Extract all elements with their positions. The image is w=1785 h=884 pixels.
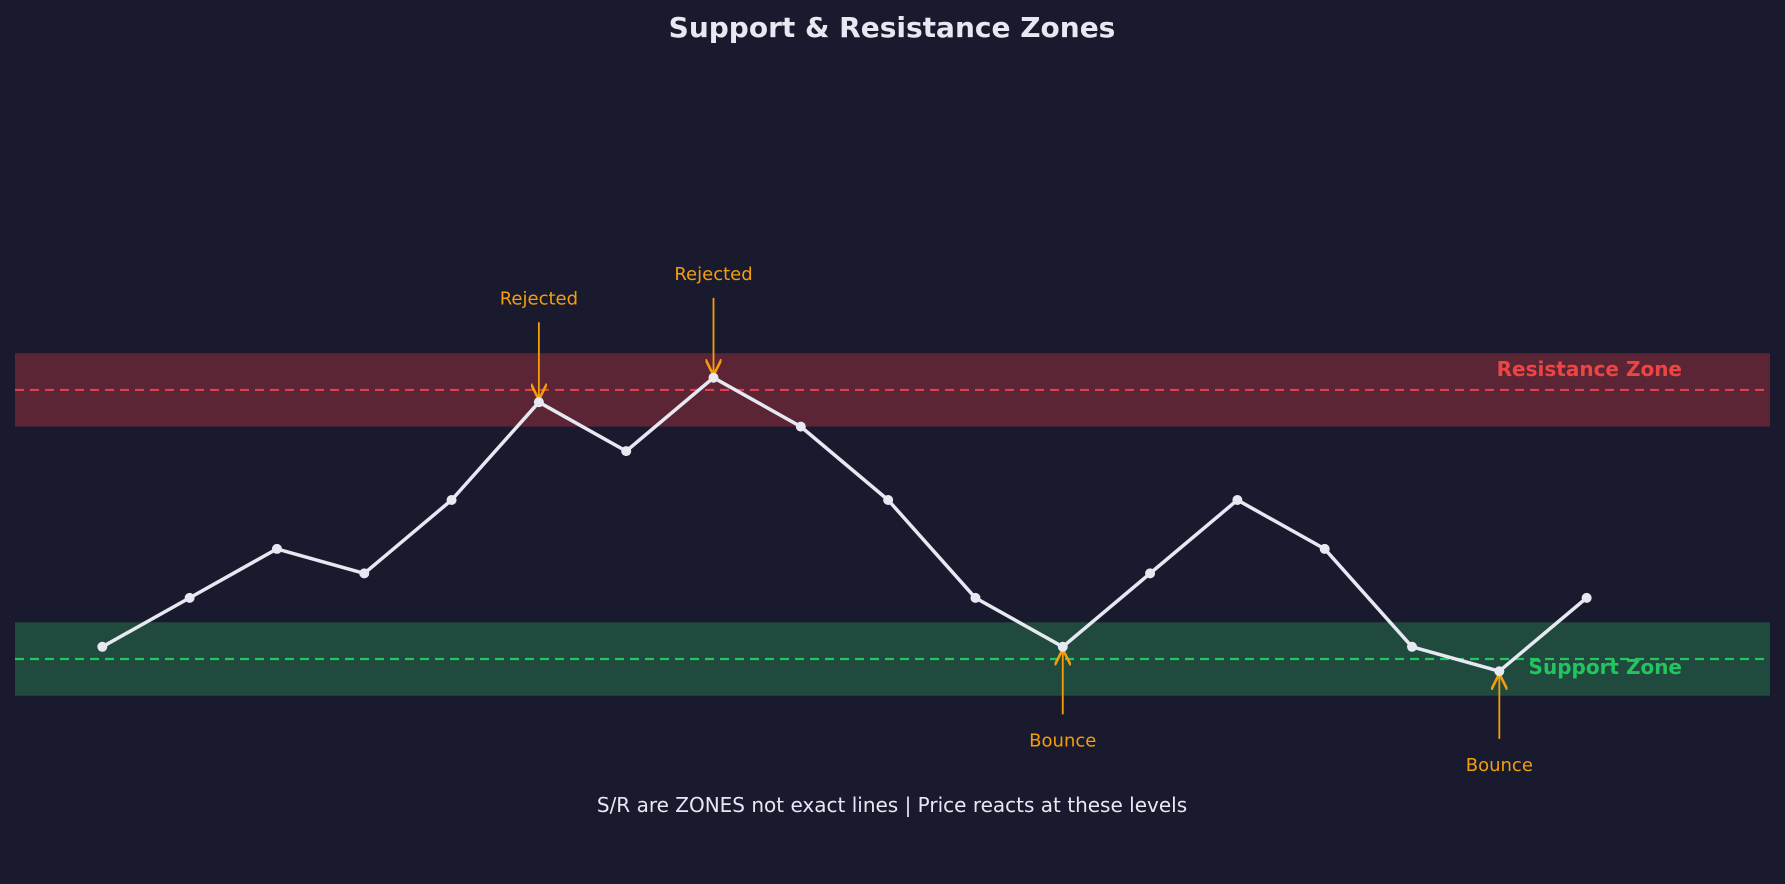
price-point <box>795 421 806 432</box>
price-point <box>359 568 370 579</box>
resistance-zone-label: Resistance Zone <box>1497 357 1682 381</box>
price-line-layer <box>100 375 1589 673</box>
zones-layer <box>15 353 1770 696</box>
bounce-1-label: Bounce <box>1029 730 1096 751</box>
chart-footnote: S/R are ZONES not exact lines | Price re… <box>597 793 1187 817</box>
price-point <box>184 592 195 603</box>
price-point <box>446 495 457 506</box>
bounce-2-label: Bounce <box>1466 755 1533 776</box>
price-point <box>533 397 544 408</box>
price-point <box>1319 543 1330 554</box>
annotation-arrows <box>539 297 1499 739</box>
price-point <box>1145 568 1156 579</box>
price-point <box>271 543 282 554</box>
labels-layer: Resistance Zone Support Zone Rejected Rejec… <box>500 264 1682 776</box>
price-point <box>883 495 894 506</box>
price-series-line <box>100 375 1589 673</box>
price-point <box>1581 592 1592 603</box>
price-point <box>97 641 108 652</box>
price-points-layer <box>97 372 1592 677</box>
price-point <box>1057 641 1068 652</box>
rejected-1-label: Rejected <box>500 288 578 309</box>
support-zone-label: Support Zone <box>1529 655 1682 679</box>
price-point <box>708 372 719 383</box>
price-point <box>970 592 981 603</box>
chart-title: Support & Resistance Zones <box>669 11 1116 44</box>
price-point <box>621 446 632 457</box>
price-point <box>1232 495 1243 506</box>
price-point <box>1407 641 1418 652</box>
price-point <box>1494 666 1505 677</box>
rejected-2-label: Rejected <box>674 264 752 285</box>
